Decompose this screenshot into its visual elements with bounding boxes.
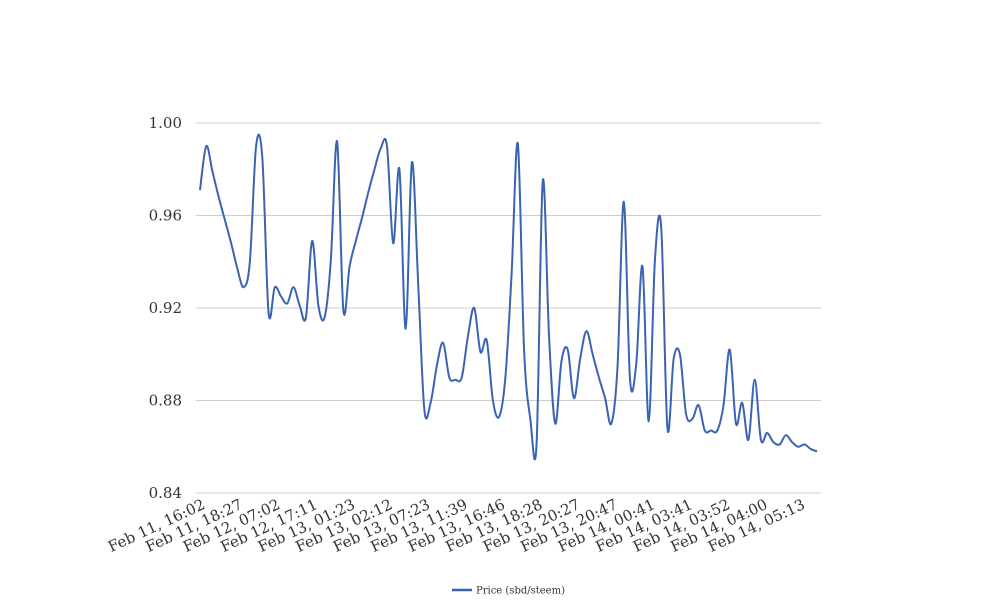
series-lines [199, 133, 818, 461]
series-line [199, 133, 818, 461]
legend-label: Price (sbd/steem) [476, 586, 565, 597]
y-tick-label: 0.96 [149, 207, 182, 225]
legend: Price (sbd/steem) [452, 586, 565, 597]
y-axis-tick-labels: 0.84 0.88 0.92 0.96 1.00 [149, 114, 182, 502]
grid-lines [196, 122, 821, 494]
y-tick-label: 0.88 [149, 392, 182, 410]
y-tick-label: 0.92 [149, 299, 182, 317]
y-tick-label: 1.00 [149, 114, 182, 132]
y-tick-label: 0.84 [149, 484, 182, 502]
